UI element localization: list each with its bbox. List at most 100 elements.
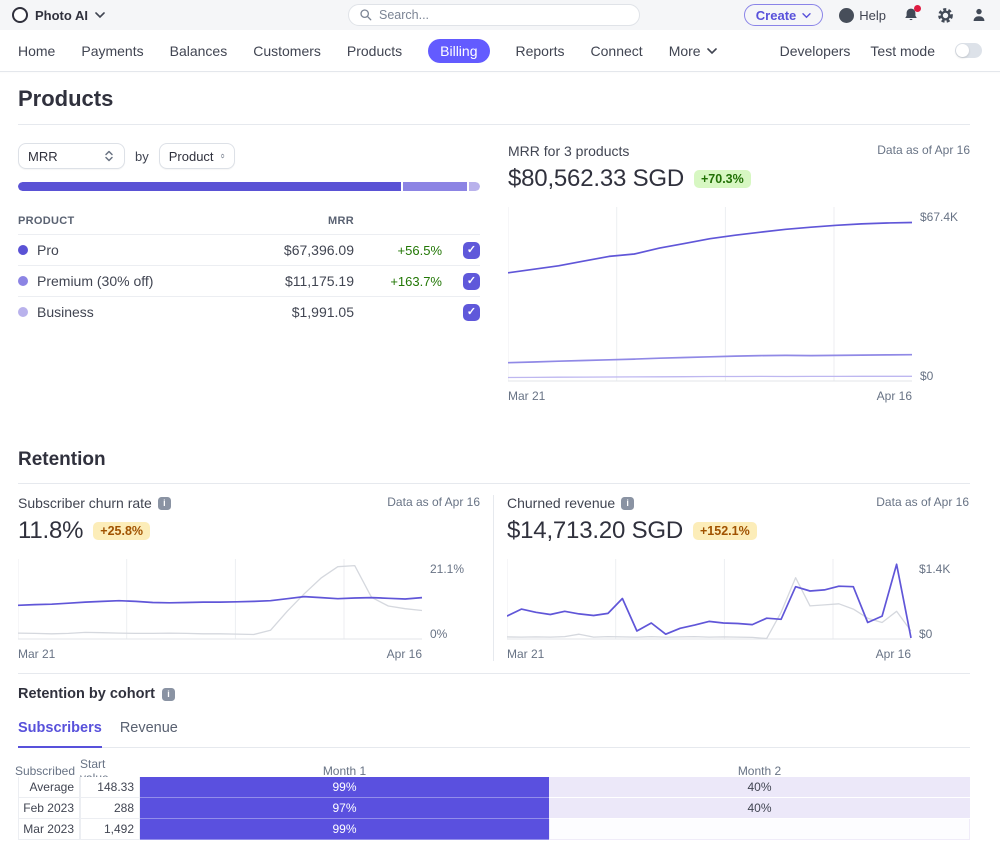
nav-item-payments[interactable]: Payments [81,42,144,59]
data-as-of: Data as of Apr 16 [876,495,969,509]
cohort-row: Mar 2023 1,492 99% [18,819,970,840]
filters-row: MRR by Product [18,143,480,169]
churned-revenue-value: $14,713.20 SGD [507,517,683,544]
mrr-change-badge: +70.3% [694,170,751,188]
info-icon[interactable] [161,687,175,701]
nav-item-products[interactable]: Products [346,42,403,59]
chevron-down-icon [95,12,105,19]
churned-revenue-panel: Churned revenue Data as of Apr 16 $14,71… [507,495,969,661]
churned-revenue-x-labels: Mar 21 Apr 16 [507,647,911,661]
settings-button[interactable] [936,6,954,24]
test-mode-label: Test mode [870,42,935,59]
start-value-cell: 288 [80,798,140,819]
svg-text:$67.4K: $67.4K [920,210,958,224]
mrr-cell: $1,991.05 [291,304,354,320]
mrr-column-header: MRR [328,215,354,227]
bell-icon [905,8,917,21]
svg-text:$0: $0 [919,627,933,641]
month2-cell: 40% [549,777,970,798]
x-end-label: Apr 16 [386,647,422,661]
search-icon [360,9,372,21]
distribution-segment [18,182,401,191]
tab-revenue[interactable]: Revenue [119,720,178,736]
mrr-cell: $67,396.09 [283,242,354,258]
series-checkbox[interactable] [463,241,480,259]
topbar: Photo AI Search... Create Help [0,0,1000,30]
cohort-table: Subscribed Start value Month 1 Month 2 A… [14,757,970,840]
divider [18,483,970,484]
search-input[interactable]: Search... [348,4,640,26]
info-icon[interactable] [621,496,635,510]
series-color-dot [18,276,28,286]
subscribed-cell: Average [18,777,80,798]
main-nav: Home Payments Balances Customers Product… [0,30,1000,72]
month2-cell: 40% [549,798,970,819]
churn-chart: 21.1% 0% [18,559,464,641]
churned-revenue-header: Churned revenue Data as of Apr 16 [507,495,969,511]
by-label: by [135,148,149,164]
cohort-tabs: Subscribers Revenue [18,720,970,748]
churn-panel-title: Subscriber churn rate [18,495,171,511]
x-end-label: Apr 16 [876,389,912,403]
products-left-column: MRR by Product [18,134,480,403]
cohort-table-header: Subscribed Start value Month 1 Month 2 [14,757,970,785]
x-end-label: Apr 16 [875,647,911,661]
nav-item-balances[interactable]: Balances [169,42,228,59]
mrr-panel: MRR for 3 products Data as of Apr 16 $80… [508,143,970,403]
gear-icon [937,7,953,23]
churn-metric-row: 11.8% +25.8% [18,517,480,545]
subscribed-header: Subscribed [14,764,75,778]
series-checkbox[interactable] [463,303,480,321]
distribution-segment [402,182,467,191]
metric-select[interactable]: MRR [18,143,125,169]
products-table-header: PRODUCT MRR [18,208,480,234]
help-button[interactable]: Help [839,7,886,23]
metric-select-value: MRR [28,148,58,164]
nav-item-connect[interactable]: Connect [590,42,643,59]
nav-item-more[interactable]: More [669,43,717,59]
products-table: PRODUCT MRR Pro $67,396.09 +56.5% [18,208,480,327]
nav-item-reports[interactable]: Reports [515,42,565,59]
breakdown-select[interactable]: Product [158,143,235,169]
cohort-title: Retention by cohort [18,686,970,702]
updown-icon [105,150,113,162]
updown-icon [220,153,224,159]
test-mode-toggle[interactable] [955,43,982,58]
notifications-button[interactable] [902,5,921,24]
mrr-chart-x-labels: Mar 21 Apr 16 [508,389,912,403]
month1-header: Month 1 [322,764,367,778]
distribution-segment [468,182,480,191]
subscribed-cell: Mar 2023 [18,819,80,840]
person-icon [973,8,985,21]
churned-revenue-change-badge: +152.1% [693,522,757,540]
month1-cell: 97% [140,798,549,819]
change-cell: +56.5% [397,242,442,258]
breakdown-select-value: Product [168,148,214,164]
x-start-label: Mar 21 [18,647,56,661]
month1-cell: 99% [140,777,549,798]
info-icon[interactable] [157,496,171,510]
x-start-label: Mar 21 [507,647,545,661]
create-button[interactable]: Create [743,4,824,26]
cohort-row: Average 148.33 99% 40% [18,777,970,798]
account-switcher[interactable]: Photo AI [12,7,105,23]
nav-item-customers[interactable]: Customers [253,42,321,59]
page-title: Products [18,86,114,111]
profile-button[interactable] [970,6,988,24]
churn-panel-header: Subscriber churn rate Data as of Apr 16 [18,495,480,511]
churn-chart-x-labels: Mar 21 Apr 16 [18,647,422,661]
developers-link[interactable]: Developers [779,42,851,59]
mrr-cell: $11,175.19 [284,273,354,289]
notification-badge [914,5,921,12]
series-checkbox[interactable] [463,272,480,290]
start-value-cell: 148.33 [80,777,140,798]
data-as-of: Data as of Apr 16 [877,143,970,157]
tab-subscribers[interactable]: Subscribers [18,720,102,748]
churn-value: 11.8% [18,517,84,544]
nav-item-billing[interactable]: Billing [428,38,490,63]
main-content: Products MRR by Product [0,86,1000,840]
nav-item-home[interactable]: Home [18,42,56,59]
svg-text:$1.4K: $1.4K [919,562,950,576]
churn-change-badge: +25.8% [93,522,151,540]
table-row: Business $1,991.05 [18,296,480,327]
